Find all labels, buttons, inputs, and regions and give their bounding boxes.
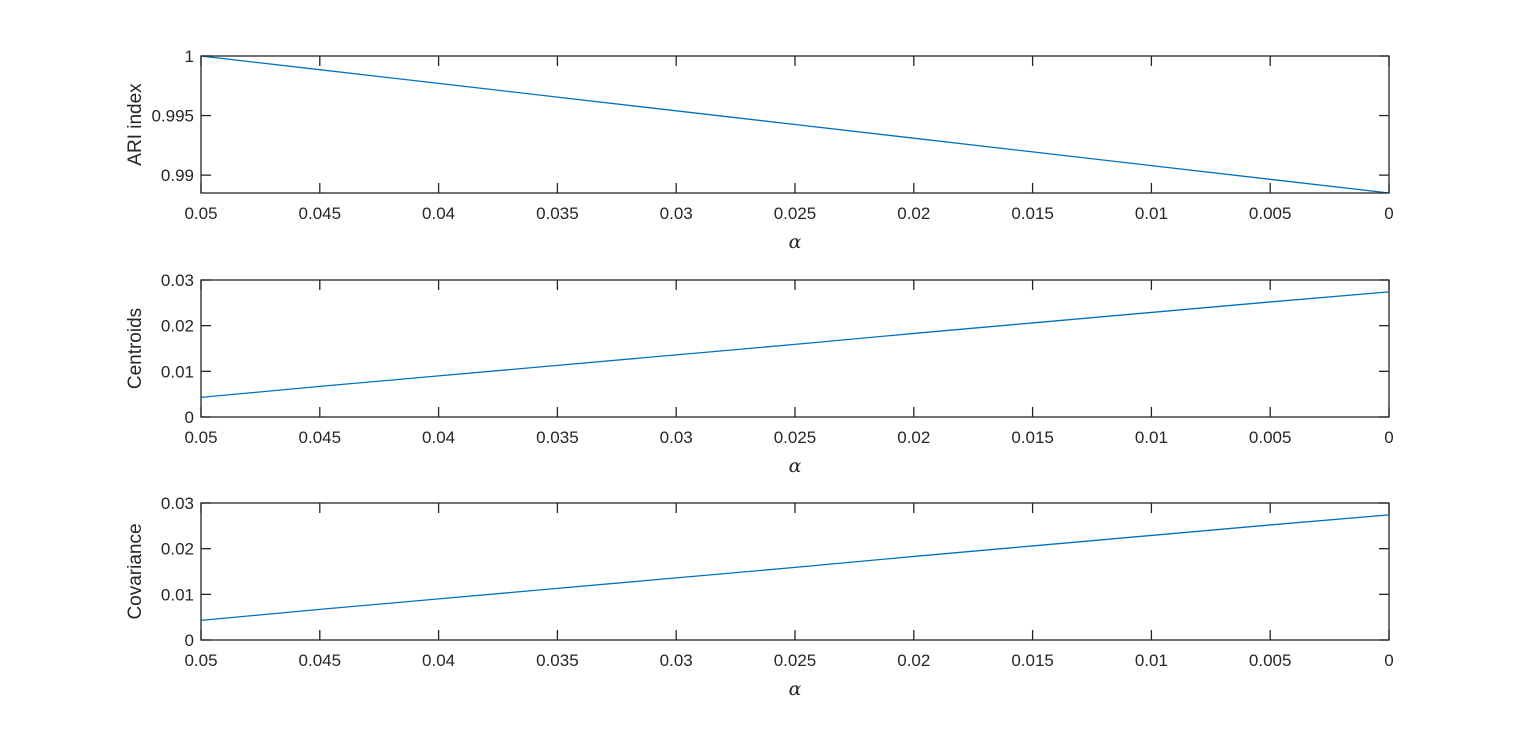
- y-tick-label: 0.03: [161, 494, 194, 513]
- x-tick-label: 0.015: [1011, 651, 1054, 670]
- y-tick-label: 0.02: [161, 540, 194, 559]
- y-tick-label: 0.995: [151, 107, 194, 126]
- x-tick-label: 0.03: [660, 651, 693, 670]
- x-tick-label: 0.005: [1249, 428, 1292, 447]
- x-tick-label: 0.04: [422, 204, 455, 223]
- axes-frame: [200, 502, 1390, 641]
- x-tick-label: 0.04: [422, 651, 455, 670]
- x-tick-label: 0.005: [1249, 204, 1292, 223]
- x-axis-label: α: [789, 455, 802, 477]
- ari-index-line: [200, 55, 1390, 194]
- x-tick-label: 0.05: [184, 651, 217, 670]
- x-tick-label: 0.02: [897, 651, 930, 670]
- centroids-line: [200, 291, 1390, 399]
- x-tick-label: 0.03: [660, 428, 693, 447]
- x-tick-label: 0.035: [536, 204, 579, 223]
- x-tick-label: 0.01: [1135, 204, 1168, 223]
- x-tick-label: 0.01: [1135, 651, 1168, 670]
- x-tick-label: 0.045: [299, 428, 342, 447]
- x-tick-label: 0.045: [299, 204, 342, 223]
- axes-frame: [200, 55, 1390, 194]
- y-tick-label: 0: [185, 631, 194, 650]
- x-tick-label: 0.015: [1011, 428, 1054, 447]
- y-tick-label: 0.02: [161, 317, 194, 336]
- x-axis-label: α: [789, 678, 802, 700]
- x-tick-label: 0: [1384, 204, 1393, 223]
- covariance-line: [200, 514, 1390, 622]
- x-tick-label: 0.015: [1011, 204, 1054, 223]
- x-axis-label: α: [789, 231, 802, 253]
- x-tick-label: 0.02: [897, 428, 930, 447]
- subplot-ari-index: 0.05 0.045 0.04 0.035 0.03 0.025 0.02 0.015 0.01…: [125, 47, 1394, 253]
- x-tick-label: 0.03: [660, 204, 693, 223]
- x-tick-label: 0.005: [1249, 651, 1292, 670]
- x-tick-label: 0.035: [536, 428, 579, 447]
- x-tick-label: 0: [1384, 428, 1393, 447]
- x-tick-label: 0.035: [536, 651, 579, 670]
- axes-frame: [200, 279, 1390, 418]
- x-tick-label: 0.05: [184, 204, 217, 223]
- y-tick-label: 0.01: [161, 362, 194, 381]
- y-tick-label: 0: [185, 408, 194, 427]
- y-tick-label: 0.01: [161, 585, 194, 604]
- y-axis-label: Centroids: [125, 308, 146, 389]
- x-tick-label: 0.04: [422, 428, 455, 447]
- subplot-covariance: 0.05 0.045 0.04 0.035 0.03 0.025 0.02 0.015 0.01…: [125, 494, 1394, 700]
- y-tick-label: 0.03: [161, 271, 194, 290]
- y-tick-label: 1: [185, 47, 194, 66]
- x-tick-label: 0.02: [897, 204, 930, 223]
- subplot-centroids: 0.05 0.045 0.04 0.035 0.03 0.025 0.02 0.015 0.01…: [125, 271, 1394, 477]
- x-tick-label: 0.05: [184, 428, 217, 447]
- x-tick-label: 0.025: [774, 651, 817, 670]
- y-tick-label: 0.99: [161, 166, 194, 185]
- x-tick-label: 0: [1384, 651, 1393, 670]
- x-tick-label: 0.025: [774, 204, 817, 223]
- y-axis-label: Covariance: [125, 523, 146, 619]
- x-tick-label: 0.025: [774, 428, 817, 447]
- x-tick-label: 0.01: [1135, 428, 1168, 447]
- x-tick-label: 0.045: [299, 651, 342, 670]
- y-axis-label: ARI index: [125, 83, 146, 166]
